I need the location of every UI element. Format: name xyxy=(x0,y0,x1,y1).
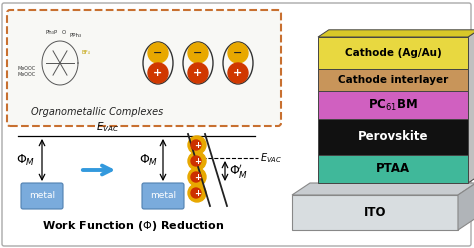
Text: Ph₃P: Ph₃P xyxy=(46,30,58,35)
Text: +: + xyxy=(194,156,201,165)
Text: BF₄: BF₄ xyxy=(82,51,91,56)
Text: +: + xyxy=(154,68,163,78)
Polygon shape xyxy=(468,30,474,183)
Circle shape xyxy=(228,43,248,63)
Text: +: + xyxy=(194,173,201,182)
Text: Work Function ($\Phi$) Reduction: Work Function ($\Phi$) Reduction xyxy=(42,219,224,233)
Bar xyxy=(318,69,468,91)
Text: +: + xyxy=(233,68,243,78)
FancyBboxPatch shape xyxy=(142,183,184,209)
Bar xyxy=(318,91,468,119)
Text: PC$_{61}$BM: PC$_{61}$BM xyxy=(368,97,418,113)
Text: metal: metal xyxy=(150,191,176,200)
Text: +: + xyxy=(193,68,202,78)
Polygon shape xyxy=(318,30,474,37)
Text: $\Phi_M$: $\Phi_M$ xyxy=(139,153,159,168)
Circle shape xyxy=(188,43,208,63)
Text: MeOOC: MeOOC xyxy=(18,72,36,77)
Circle shape xyxy=(148,43,168,63)
Text: MeOOC: MeOOC xyxy=(18,65,36,70)
Text: PTAA: PTAA xyxy=(376,162,410,176)
Circle shape xyxy=(191,172,201,182)
Text: Cathode interlayer: Cathode interlayer xyxy=(338,75,448,85)
Polygon shape xyxy=(458,183,474,230)
Text: $E_{VAC}$: $E_{VAC}$ xyxy=(96,120,120,134)
Text: $\Phi_M$: $\Phi_M$ xyxy=(17,153,36,168)
Circle shape xyxy=(188,152,206,170)
Text: Organometallic Complexes: Organometallic Complexes xyxy=(31,107,163,117)
Text: metal: metal xyxy=(29,191,55,200)
Text: Perovskite: Perovskite xyxy=(358,130,428,144)
Bar xyxy=(318,37,468,69)
Bar xyxy=(318,155,468,183)
Text: +: + xyxy=(194,188,201,197)
Text: PPh₃: PPh₃ xyxy=(70,33,82,38)
Bar xyxy=(292,195,458,230)
Circle shape xyxy=(188,136,206,154)
Polygon shape xyxy=(292,183,474,195)
Text: −: − xyxy=(233,48,243,58)
Text: $E_{VAC}$: $E_{VAC}$ xyxy=(260,151,282,165)
Circle shape xyxy=(191,156,201,166)
Text: O: O xyxy=(62,30,66,35)
Circle shape xyxy=(228,63,248,83)
Text: Cathode (Ag/Au): Cathode (Ag/Au) xyxy=(345,48,441,58)
Text: ITO: ITO xyxy=(364,206,386,219)
Circle shape xyxy=(188,63,208,83)
Circle shape xyxy=(191,188,201,198)
Text: +: + xyxy=(194,141,201,150)
Circle shape xyxy=(148,63,168,83)
Circle shape xyxy=(188,184,206,202)
Text: $\Phi_M'$: $\Phi_M'$ xyxy=(229,162,249,180)
FancyBboxPatch shape xyxy=(2,3,471,246)
Text: −: − xyxy=(153,48,163,58)
FancyBboxPatch shape xyxy=(7,10,281,126)
Bar xyxy=(318,119,468,155)
Circle shape xyxy=(191,140,201,150)
Circle shape xyxy=(188,168,206,186)
FancyBboxPatch shape xyxy=(21,183,63,209)
Text: −: − xyxy=(193,48,203,58)
